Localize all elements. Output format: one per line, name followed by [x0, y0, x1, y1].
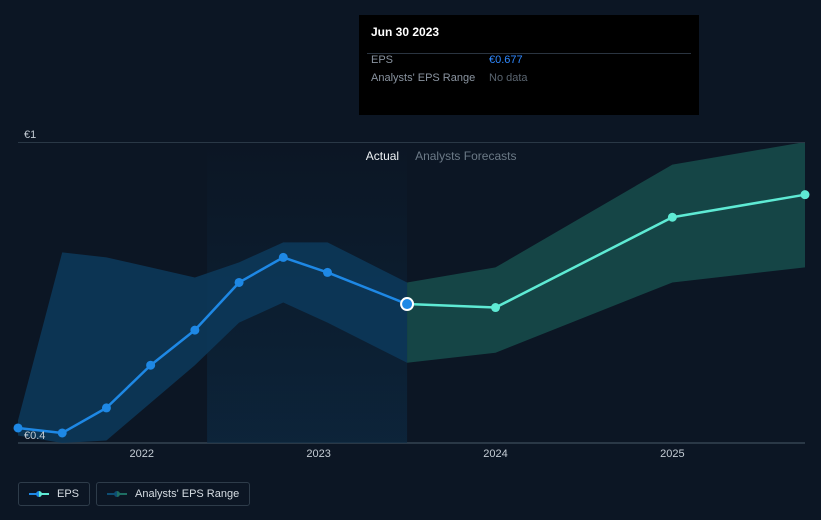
legend-swatch-eps: [29, 493, 49, 495]
plot-area[interactable]: Actual Analysts Forecasts €0.4€1: [18, 142, 805, 443]
x-axis-labels: 2022 2023 2024 2025: [18, 448, 805, 468]
legend-item-eps[interactable]: EPS: [18, 482, 90, 506]
legend-label-range: Analysts' EPS Range: [135, 488, 239, 500]
eps-chart: Actual Analysts Forecasts €0.4€1 2022202…: [0, 0, 821, 520]
tooltip-row-val-1: No data: [489, 69, 528, 87]
tooltip-title: Jun 30 2023: [371, 25, 687, 39]
x-axis-label: 2025: [660, 448, 684, 460]
y-axis-label: €0.4: [24, 430, 45, 442]
zone-label-actual: Actual: [366, 149, 399, 163]
x-axis-label: 2024: [483, 448, 507, 460]
x-axis-label: 2023: [306, 448, 330, 460]
legend: EPS Analysts' EPS Range: [18, 482, 250, 506]
legend-item-range[interactable]: Analysts' EPS Range: [96, 482, 250, 506]
legend-label-eps: EPS: [57, 488, 79, 500]
hover-tooltip: Jun 30 2023 EPS €0.677 Analysts' EPS Ran…: [359, 15, 699, 115]
x-axis-label: 2022: [130, 448, 154, 460]
tooltip-row-key-1: Analysts' EPS Range: [371, 69, 489, 87]
y-axis-label: €1: [24, 129, 36, 141]
chart-svg: [18, 142, 805, 443]
zone-label-forecast: Analysts Forecasts: [415, 149, 516, 163]
legend-swatch-range: [107, 493, 127, 495]
